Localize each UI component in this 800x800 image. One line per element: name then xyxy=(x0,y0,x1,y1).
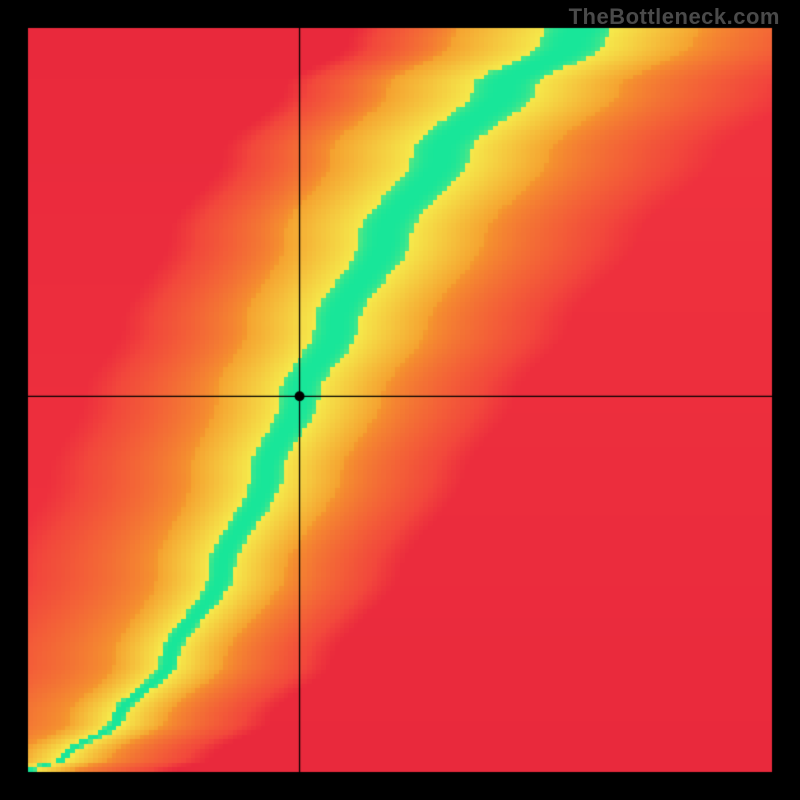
watermark-text: TheBottleneck.com xyxy=(569,4,780,30)
bottleneck-heatmap xyxy=(0,0,800,800)
chart-stage: TheBottleneck.com xyxy=(0,0,800,800)
